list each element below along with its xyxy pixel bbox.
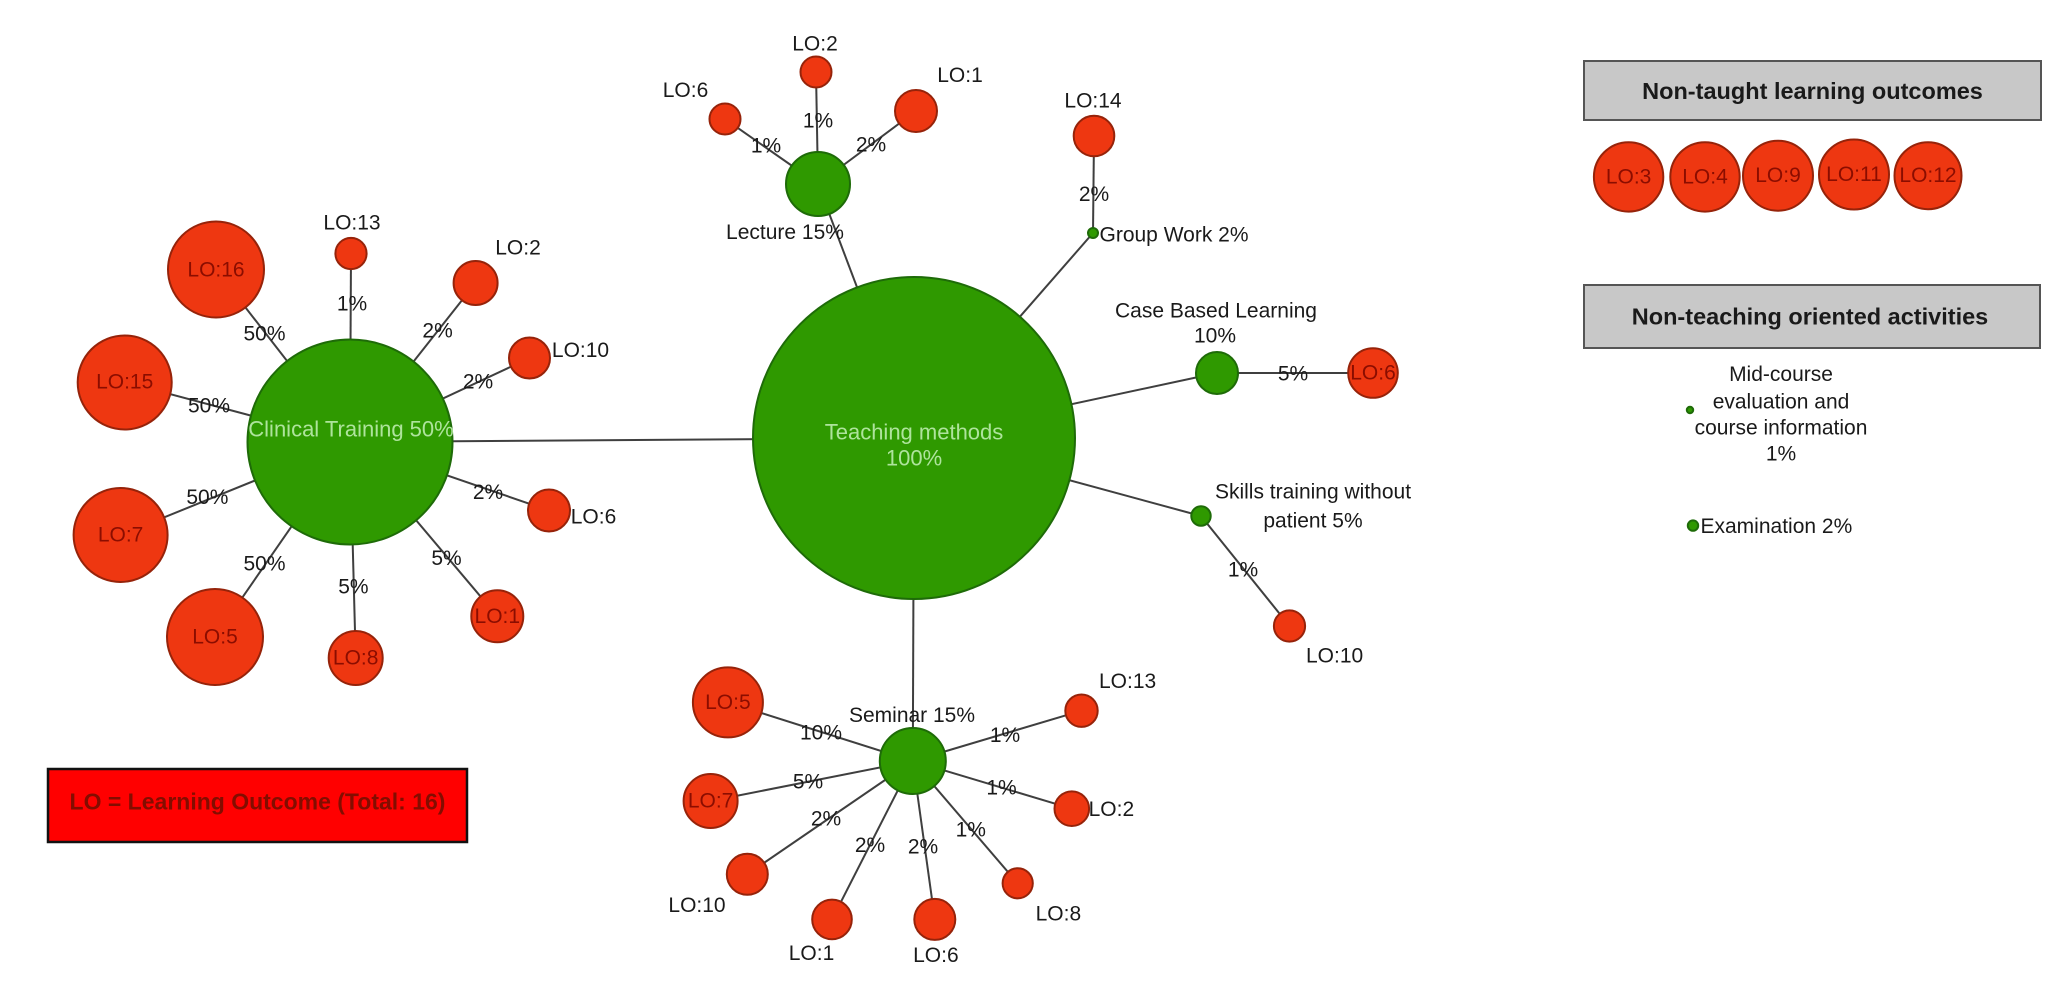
svg-text:LO:15: LO:15 (96, 371, 153, 394)
svg-text:LO:14: LO:14 (1064, 90, 1122, 113)
svg-text:100%: 100% (886, 446, 942, 471)
svg-text:50%: 50% (188, 395, 230, 418)
svg-text:LO:7: LO:7 (98, 524, 144, 547)
svg-text:1%: 1% (1228, 559, 1258, 582)
svg-text:1%: 1% (337, 293, 367, 316)
svg-text:LO:13: LO:13 (1099, 670, 1156, 693)
svg-text:Non-teaching oriented activiti: Non-teaching oriented activities (1632, 304, 1988, 330)
svg-text:Case Based Learning: Case Based Learning (1115, 300, 1317, 323)
svg-text:LO:12: LO:12 (1899, 164, 1956, 187)
svg-text:1%: 1% (803, 110, 833, 133)
svg-text:Mid-course: Mid-course (1729, 363, 1833, 386)
svg-text:5%: 5% (1278, 363, 1308, 386)
svg-text:2%: 2% (856, 134, 886, 157)
svg-text:LO:3: LO:3 (1606, 165, 1652, 188)
svg-text:2%: 2% (908, 836, 938, 859)
svg-text:5%: 5% (431, 547, 461, 570)
svg-text:Clinical Training 50%: Clinical Training 50% (248, 417, 453, 442)
svg-text:5%: 5% (338, 576, 368, 599)
svg-text:1%: 1% (1766, 443, 1796, 466)
svg-text:10%: 10% (1194, 325, 1236, 348)
svg-text:2%: 2% (473, 481, 503, 504)
svg-text:5%: 5% (793, 771, 823, 794)
svg-text:2%: 2% (811, 808, 841, 831)
svg-text:LO:6: LO:6 (1350, 362, 1396, 385)
svg-text:Lecture 15%: Lecture 15% (726, 221, 844, 244)
svg-text:LO:2: LO:2 (1089, 798, 1135, 821)
svg-text:50%: 50% (186, 486, 228, 509)
svg-text:LO:4: LO:4 (1682, 165, 1728, 188)
svg-text:1%: 1% (751, 135, 781, 158)
svg-text:10%: 10% (800, 722, 842, 745)
svg-text:LO:2: LO:2 (792, 32, 838, 55)
svg-text:2%: 2% (422, 320, 452, 343)
svg-text:LO:1: LO:1 (789, 942, 835, 965)
svg-text:LO:11: LO:11 (1826, 163, 1882, 186)
svg-text:50%: 50% (243, 323, 285, 346)
svg-text:Non-taught learning outcomes: Non-taught learning outcomes (1642, 78, 1983, 104)
svg-text:2%: 2% (855, 834, 885, 857)
svg-text:LO:8: LO:8 (333, 647, 379, 670)
svg-text:LO:1: LO:1 (475, 605, 521, 628)
svg-text:LO:9: LO:9 (1755, 164, 1801, 187)
svg-text:50%: 50% (243, 552, 285, 575)
svg-text:LO:2: LO:2 (495, 237, 541, 260)
svg-text:LO:7: LO:7 (688, 790, 734, 813)
svg-text:Skills training without: Skills training without (1215, 481, 1411, 504)
svg-text:1%: 1% (956, 819, 986, 842)
svg-text:Seminar 15%: Seminar 15% (849, 704, 975, 727)
svg-text:Group Work 2%: Group Work 2% (1100, 224, 1249, 247)
svg-text:1%: 1% (990, 724, 1020, 747)
svg-text:LO:6: LO:6 (663, 79, 709, 102)
svg-text:LO:13: LO:13 (323, 212, 380, 235)
svg-text:LO:10: LO:10 (1306, 645, 1363, 668)
svg-text:2%: 2% (463, 371, 493, 394)
svg-text:1%: 1% (986, 776, 1016, 799)
svg-text:LO:10: LO:10 (668, 894, 725, 917)
svg-text:LO:1: LO:1 (937, 64, 983, 87)
svg-text:Examination 2%: Examination 2% (1701, 515, 1853, 538)
svg-text:LO:6: LO:6 (913, 944, 959, 967)
svg-text:LO:6: LO:6 (571, 506, 617, 529)
svg-text:Teaching methods: Teaching methods (825, 420, 1004, 445)
svg-text:evaluation and: evaluation and (1713, 390, 1850, 413)
svg-text:LO:16: LO:16 (187, 259, 244, 282)
svg-text:LO:5: LO:5 (192, 626, 238, 649)
svg-text:LO:5: LO:5 (705, 691, 751, 714)
svg-text:course information: course information (1695, 416, 1868, 439)
svg-text:LO:10: LO:10 (552, 339, 609, 362)
svg-text:LO = Learning Outcome (Total:: LO = Learning Outcome (Total: 16) (70, 789, 446, 815)
svg-text:LO:8: LO:8 (1036, 903, 1082, 926)
svg-text:patient 5%: patient 5% (1263, 510, 1362, 533)
svg-text:2%: 2% (1079, 183, 1109, 206)
